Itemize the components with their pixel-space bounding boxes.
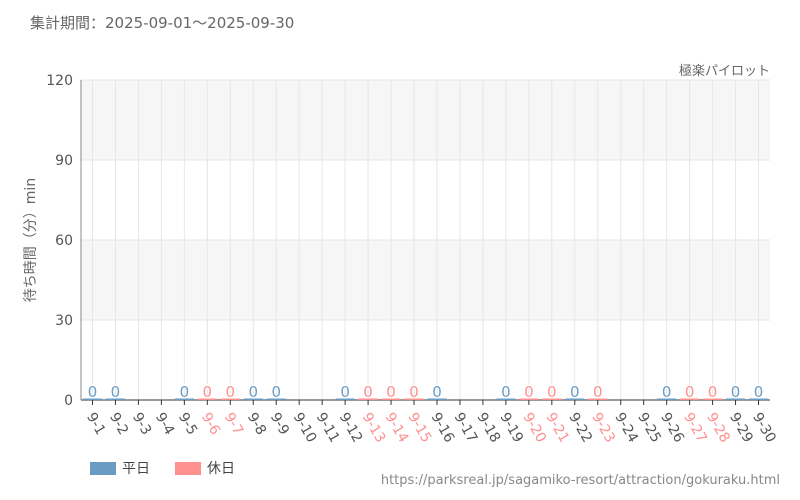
x-tick-label: 9-6 (198, 410, 223, 438)
bar (381, 398, 401, 400)
bar (657, 398, 677, 400)
x-tick-label: 9-2 (106, 410, 131, 438)
x-tick-label: 9-19 (496, 410, 526, 446)
y-tick-label: 90 (55, 153, 73, 169)
grid-band (81, 240, 770, 320)
attraction-name: 極楽パイロット (678, 64, 770, 79)
x-tick-label: 9-20 (519, 410, 549, 446)
bar (726, 398, 746, 400)
data-label: 0 (363, 383, 373, 401)
legend-weekday[interactable]: 平日 (90, 458, 150, 478)
bar (680, 398, 700, 400)
bar (220, 398, 240, 400)
bar (243, 398, 263, 400)
x-tick-label: 9-28 (703, 410, 733, 446)
grid-band (81, 80, 770, 160)
data-label: 0 (570, 383, 580, 401)
bar (519, 398, 539, 400)
legend-holiday[interactable]: 休日 (175, 458, 235, 478)
data-label: 0 (731, 383, 741, 401)
data-label: 0 (226, 383, 236, 401)
x-tick-label: 9-1 (83, 410, 108, 438)
bar (174, 398, 194, 400)
x-tick-label: 9-26 (657, 410, 687, 446)
data-label: 0 (180, 383, 190, 401)
x-tick-label: 9-13 (359, 410, 389, 446)
data-label: 0 (409, 383, 419, 401)
x-tick-label: 9-29 (726, 410, 756, 446)
x-tick-label: 9-3 (129, 410, 154, 438)
x-tick-label: 9-24 (611, 410, 641, 446)
y-tick-label: 60 (55, 233, 73, 249)
x-tick-label: 9-9 (267, 410, 292, 438)
y-tick-label: 30 (55, 313, 73, 329)
legend-swatch-holiday (175, 461, 201, 475)
x-tick-label: 9-8 (244, 410, 269, 438)
bar (266, 398, 286, 400)
data-label: 0 (524, 383, 534, 401)
y-tick-label: 0 (64, 393, 73, 409)
x-tick-label: 9-12 (336, 410, 366, 446)
bar (427, 398, 447, 400)
x-tick-label: 9-16 (428, 410, 458, 446)
x-tick-label: 9-7 (221, 410, 246, 438)
bar (105, 398, 125, 400)
y-tick-label: 120 (46, 73, 73, 89)
data-label: 0 (547, 383, 557, 401)
x-tick-label: 9-11 (313, 410, 343, 446)
x-tick-label: 9-15 (405, 410, 435, 446)
data-label: 0 (432, 383, 442, 401)
x-tick-label: 9-25 (634, 410, 664, 446)
data-label: 0 (754, 383, 764, 401)
legend-label: 休日 (207, 461, 235, 477)
data-label: 0 (203, 383, 213, 401)
data-label: 0 (685, 383, 695, 401)
bar (588, 398, 608, 400)
bar (565, 398, 585, 400)
bar (358, 398, 378, 400)
legend-swatch-weekday (90, 461, 116, 475)
bar (542, 398, 562, 400)
data-label: 0 (501, 383, 511, 401)
data-label: 0 (386, 383, 396, 401)
data-label: 0 (340, 383, 350, 401)
x-tick-label: 9-27 (680, 410, 710, 446)
bar (496, 398, 516, 400)
bar (703, 398, 723, 400)
data-label: 0 (248, 383, 258, 401)
data-label: 0 (708, 383, 718, 401)
x-tick-label: 9-17 (450, 410, 480, 446)
legend-label: 平日 (122, 461, 150, 477)
bar (404, 398, 424, 400)
x-tick-label: 9-10 (290, 410, 320, 446)
x-tick-label: 9-18 (473, 410, 503, 446)
data-label: 0 (662, 383, 672, 401)
bar (83, 398, 102, 400)
source-url: https://parksreal.jp/sagamiko-resort/att… (380, 473, 780, 488)
x-tick-label: 9-5 (175, 410, 200, 438)
data-label: 0 (111, 383, 121, 401)
data-label: 0 (271, 383, 281, 401)
x-tick-label: 9-21 (542, 410, 572, 446)
x-tick-label: 9-22 (565, 410, 595, 446)
data-label: 0 (593, 383, 603, 401)
bar (197, 398, 217, 400)
bar (335, 398, 355, 400)
x-tick-label: 9-4 (152, 410, 177, 438)
data-label: 0 (88, 383, 98, 401)
period-label: 集計期間：2025-09-01～2025-09-30 (30, 14, 295, 32)
x-tick-label: 9-23 (588, 410, 618, 446)
x-tick-label: 9-30 (749, 410, 779, 446)
x-tick-label: 9-14 (382, 410, 412, 446)
bar (749, 398, 768, 400)
